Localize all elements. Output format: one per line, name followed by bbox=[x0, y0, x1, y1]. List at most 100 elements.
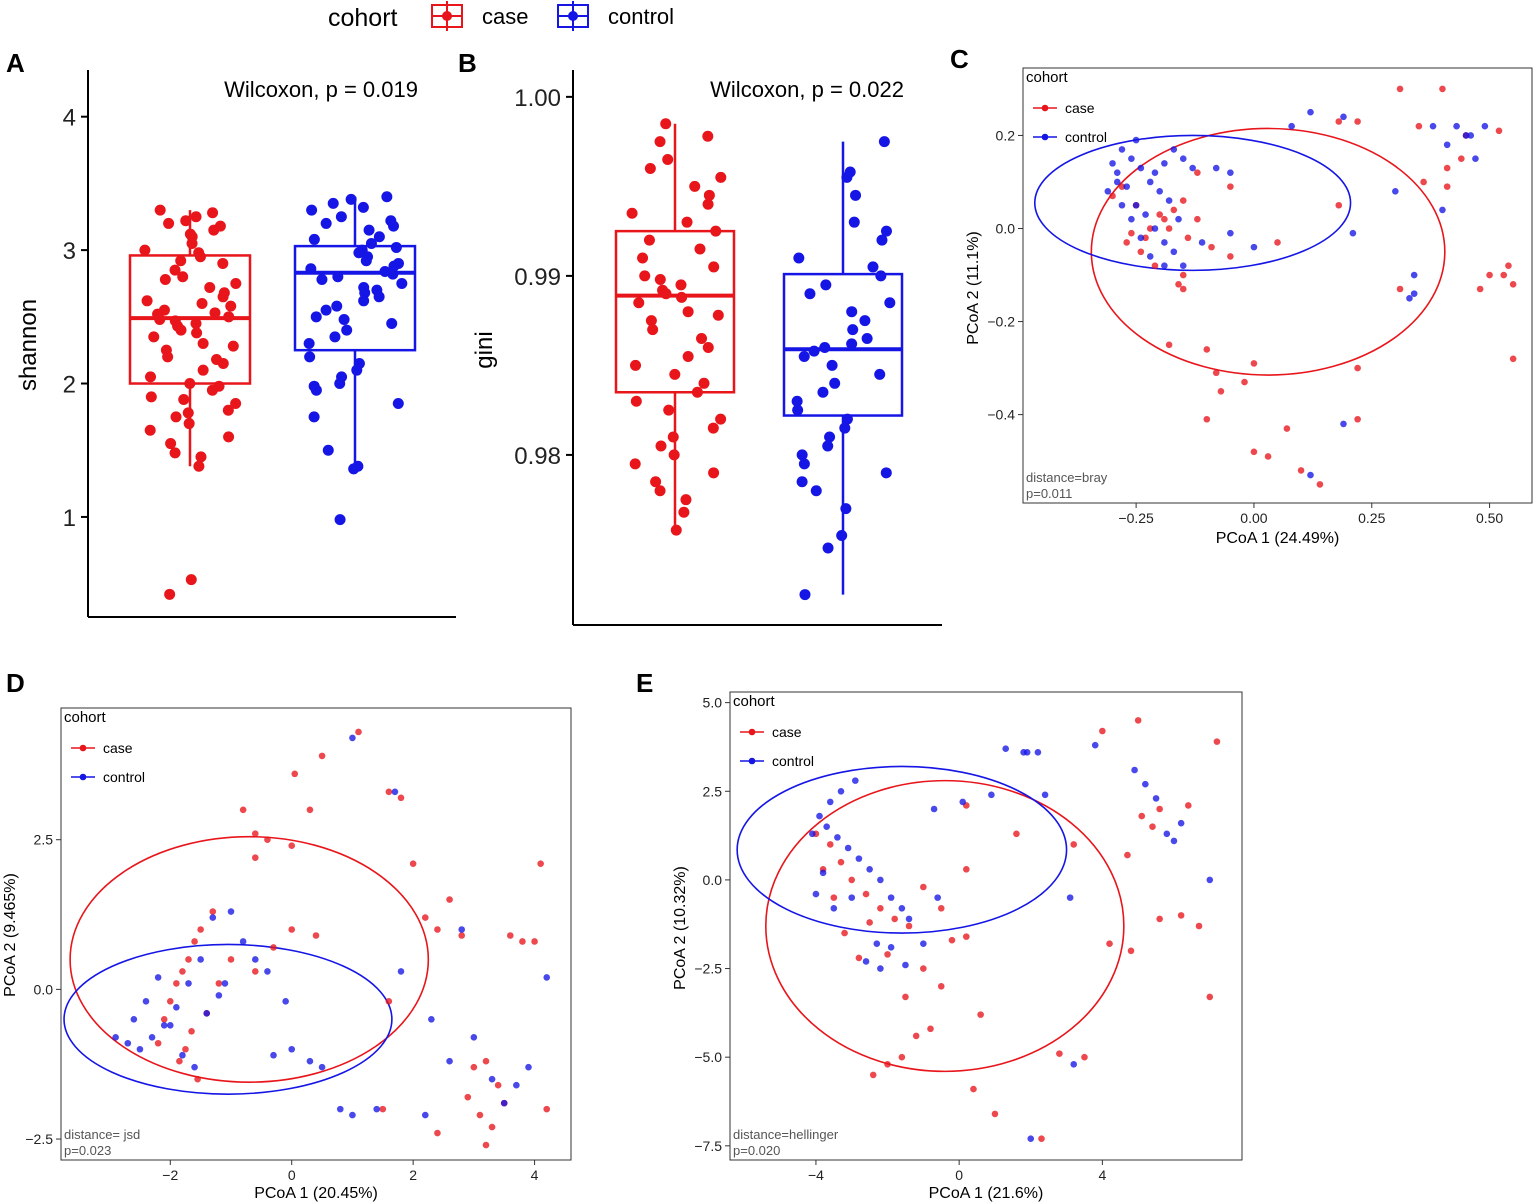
case-data-point bbox=[1137, 248, 1145, 256]
control-data-point bbox=[148, 1033, 156, 1041]
case-data-point bbox=[227, 340, 239, 352]
case-data-point bbox=[1124, 851, 1131, 859]
control-data-point bbox=[1142, 211, 1149, 218]
control-data-point bbox=[852, 777, 859, 784]
case-data-point bbox=[222, 404, 234, 416]
case-data-point bbox=[1335, 201, 1343, 209]
case-data-point bbox=[691, 386, 703, 398]
case-data-point bbox=[291, 770, 299, 778]
case-data-point bbox=[195, 451, 207, 463]
control-data-point bbox=[810, 485, 822, 497]
control-data-point bbox=[884, 297, 896, 309]
control-data-point bbox=[160, 1021, 168, 1029]
case-data-point bbox=[937, 904, 945, 912]
case-confidence-ellipse bbox=[69, 835, 430, 1083]
control-data-point bbox=[1443, 141, 1451, 149]
control-data-point bbox=[1113, 169, 1121, 176]
control-data-point bbox=[1250, 243, 1258, 251]
control-data-point bbox=[1206, 876, 1214, 884]
case-data-point bbox=[682, 306, 694, 318]
case-data-point bbox=[421, 914, 429, 921]
control-data-point bbox=[1170, 837, 1178, 845]
control-data-point bbox=[373, 291, 385, 303]
control-data-point bbox=[1152, 795, 1160, 802]
case-data-point bbox=[1106, 940, 1113, 948]
control-data-point bbox=[804, 288, 816, 300]
case-data-point bbox=[215, 980, 223, 987]
control-data-point bbox=[373, 1105, 381, 1113]
case-legend-key-point bbox=[748, 728, 756, 736]
control-data-point bbox=[791, 395, 803, 407]
control-data-point bbox=[1041, 791, 1049, 799]
control-data-point bbox=[396, 277, 408, 289]
case-data-point bbox=[1179, 197, 1187, 204]
control-data-point bbox=[191, 1063, 198, 1071]
x-tick-label: 0 bbox=[955, 1167, 963, 1183]
y-axis-label: gini bbox=[471, 331, 498, 368]
case-data-point bbox=[698, 377, 710, 389]
case-data-point bbox=[1013, 830, 1020, 838]
control-data-point bbox=[846, 338, 858, 350]
case-data-point bbox=[197, 338, 209, 349]
control-data-point bbox=[1175, 215, 1182, 223]
control-data-point bbox=[348, 463, 360, 475]
case-data-point bbox=[175, 255, 187, 267]
control-data-point bbox=[341, 324, 353, 336]
control-data-point bbox=[1189, 164, 1196, 172]
case-data-point bbox=[1175, 281, 1182, 288]
control-data-point bbox=[203, 1010, 211, 1017]
control-data-point bbox=[873, 940, 881, 948]
case-data-point bbox=[1495, 127, 1503, 135]
case-data-point bbox=[963, 933, 970, 940]
case-data-point bbox=[1038, 1135, 1045, 1143]
control-data-point bbox=[136, 1045, 144, 1053]
control-data-point bbox=[154, 974, 162, 981]
case-data-point bbox=[1264, 453, 1272, 460]
case-data-point bbox=[1151, 262, 1159, 270]
control-data-point bbox=[357, 201, 369, 213]
case-data-point bbox=[251, 854, 259, 861]
y-tick-label: 0.0 bbox=[703, 872, 723, 888]
control-data-point bbox=[1288, 122, 1295, 130]
case-data-point bbox=[470, 1063, 478, 1071]
control-data-point bbox=[387, 268, 399, 280]
control-data-point bbox=[1137, 234, 1145, 242]
case-data-point bbox=[707, 422, 719, 434]
case-confidence-ellipse bbox=[1090, 127, 1446, 376]
x-tick-label: 0.50 bbox=[1476, 510, 1503, 526]
case-data-point bbox=[1142, 234, 1149, 242]
control-data-point bbox=[1109, 160, 1116, 167]
control-data-point bbox=[209, 914, 217, 921]
case-data-point bbox=[1109, 192, 1116, 200]
control-data-point bbox=[1118, 201, 1126, 209]
control-data-point bbox=[1146, 178, 1154, 186]
case-data-point bbox=[680, 494, 692, 506]
control-data-point bbox=[836, 529, 848, 541]
case-data-point bbox=[708, 261, 720, 273]
y-tick-label: −2.5 bbox=[25, 1131, 53, 1147]
case-data-point bbox=[977, 1011, 984, 1018]
case-data-point bbox=[197, 364, 209, 376]
x-axis-label: PCoA 1 (20.45%) bbox=[254, 1185, 378, 1202]
control-data-point bbox=[525, 1063, 532, 1071]
case-data-point bbox=[644, 162, 656, 174]
case-data-point bbox=[1134, 717, 1142, 724]
control-data-point bbox=[1161, 262, 1168, 270]
case-data-point bbox=[912, 1032, 920, 1040]
case-data-point bbox=[288, 926, 296, 933]
case-data-point bbox=[639, 270, 651, 282]
case-data-point bbox=[318, 752, 326, 760]
control-data-point bbox=[310, 384, 322, 396]
y-tick-label: 5.0 bbox=[703, 695, 723, 711]
case-data-point bbox=[1165, 341, 1173, 349]
case-data-point bbox=[1420, 178, 1427, 186]
control-data-point bbox=[322, 444, 334, 456]
x-tick-label: 4 bbox=[531, 1167, 539, 1183]
case-data-point bbox=[1217, 388, 1225, 395]
case-data-point bbox=[669, 368, 681, 380]
control-data-point bbox=[1132, 136, 1140, 144]
case-data-point bbox=[1070, 841, 1078, 848]
control-data-point bbox=[1123, 183, 1130, 190]
control-data-point bbox=[1227, 169, 1234, 176]
control-data-point bbox=[1462, 132, 1470, 139]
